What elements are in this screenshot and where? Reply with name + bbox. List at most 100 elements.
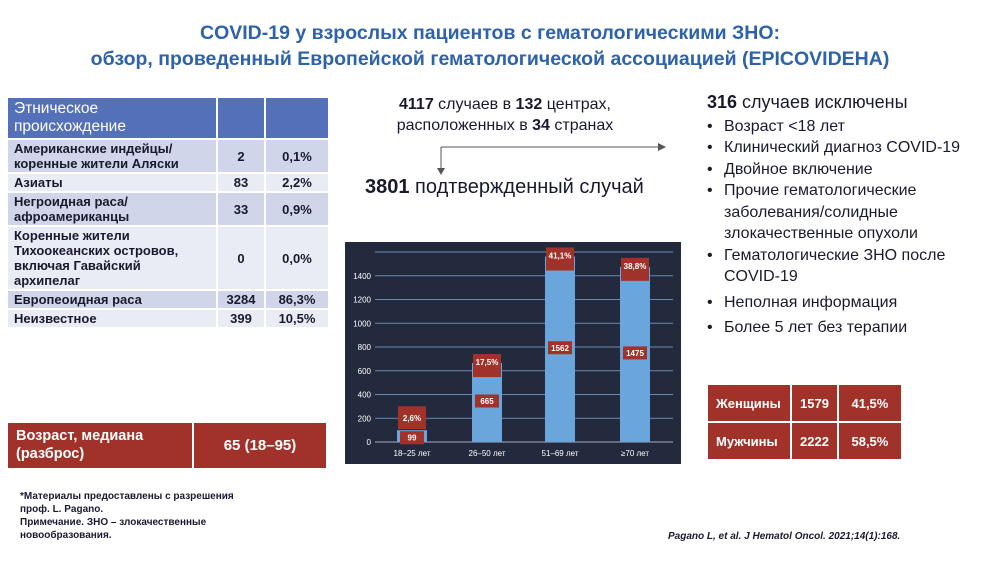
value-label: 665 — [480, 397, 494, 406]
y-tick-label: 800 — [358, 343, 372, 352]
y-tick-label: 1400 — [353, 272, 371, 281]
title-line-2: обзор, проведенный Европейской гематолог… — [90, 48, 890, 70]
percent-label-box — [473, 354, 501, 378]
table-row: Женщины 1579 41,5% — [708, 385, 901, 421]
percent-label-box — [398, 406, 426, 430]
ethnicity-count: 83 — [218, 174, 264, 191]
gender-table: Женщины 1579 41,5% Мужчины 2222 58,5% — [706, 383, 903, 461]
age-value: 65 (18–95) — [223, 437, 297, 454]
ethnicity-count: 33 — [218, 193, 264, 225]
footnote-line: Примечание. ЗНО – злокачественные — [20, 517, 207, 528]
ethnicity-percent: 86,3% — [266, 291, 328, 308]
countries-count: 34 — [532, 117, 550, 134]
excluded-text: случаев исключены — [737, 92, 908, 112]
gender-count: 2222 — [792, 423, 837, 459]
value-label-box — [548, 341, 572, 355]
exclusion-item: Более 5 лет без терапии — [707, 317, 981, 339]
ethnicity-percent: 0,0% — [266, 227, 328, 289]
centers-count: 132 — [515, 96, 543, 113]
x-tick-label: 26–50 лет — [469, 449, 506, 458]
value-label: 1562 — [551, 344, 569, 353]
exclusion-item: Возраст <18 лет — [707, 116, 981, 138]
ethnicity-label: Коренные жители Тихоокеанских островов, … — [8, 227, 216, 289]
ethnicity-percent: 0,1% — [266, 140, 328, 172]
y-tick-label: 400 — [358, 391, 372, 400]
ethnicity-count: 2 — [218, 140, 264, 172]
percent-label: 17,5% — [476, 358, 499, 367]
gender-percent: 58,5% — [838, 423, 901, 459]
ethnicity-count: 3284 — [218, 291, 264, 308]
exclusion-item: Прочие гематологические заболевания/соли… — [707, 180, 981, 245]
ethnicity-header: Этническое происхождение — [8, 98, 216, 138]
ethnicity-count: 399 — [218, 310, 264, 327]
table-row: Азиаты 83 2,2% — [8, 174, 328, 191]
gender-label: Мужчины — [708, 423, 790, 459]
cases-count: 4117 — [399, 96, 434, 113]
cases-text: странах — [549, 117, 614, 134]
percent-label: 41,1% — [549, 252, 572, 261]
cases-summary: 4117 случаев в 132 центрах, расположенны… — [370, 94, 640, 136]
exclusion-list: Возраст <18 летКлинический диагноз COVID… — [707, 116, 981, 339]
ethnicity-label: Европеоидная раса — [8, 291, 216, 308]
arrowhead-right-icon — [658, 143, 666, 151]
exclusion-item: Гематологические ЗНО после COVID-19 — [707, 245, 981, 288]
ethnicity-percent: 10,5% — [266, 310, 328, 327]
value-label: 1475 — [626, 349, 644, 358]
percent-label-box — [621, 257, 649, 281]
cases-text: расположенных в — [396, 117, 533, 134]
gender-count: 1579 — [792, 385, 837, 421]
y-tick-label: 1200 — [353, 296, 371, 305]
exclusion-item: Клинический диагноз COVID-19 — [707, 137, 981, 159]
x-tick-label: ≥70 лет — [621, 449, 649, 458]
y-tick-label: 1000 — [353, 319, 371, 328]
y-tick-label: 0 — [367, 438, 372, 447]
footnote-line: новообразования. — [20, 530, 112, 541]
confirmed-cases: 3801 подтвержденный случай — [365, 176, 644, 199]
cases-text: случаев в — [433, 96, 516, 113]
ethnicity-percent: 0,9% — [266, 193, 328, 225]
value-label-box — [400, 431, 424, 445]
y-tick-label: 200 — [358, 414, 372, 423]
y-tick-label: 600 — [358, 367, 372, 376]
table-row: Коренные жители Тихоокеанских островов, … — [8, 227, 328, 289]
gender-percent: 41,5% — [838, 385, 901, 421]
citation: Pagano L, et al. J Hematol Oncol. 2021;1… — [668, 531, 901, 542]
age-bar-chart: 0 200 400 600 800 1000 1200 1400 99 2,6% 18–25 лет… — [345, 242, 681, 464]
value-label: 99 — [408, 434, 417, 443]
excluded-cases: 316 случаев исключены Возраст <18 летКли… — [707, 92, 981, 339]
ethnicity-label: Негроидная раса/афроамериканцы — [8, 193, 216, 225]
excluded-count: 316 — [707, 92, 738, 112]
footnote-line: *Материалы предоставлены с разрешения — [20, 491, 234, 502]
percent-label-box — [546, 247, 574, 271]
percent-label: 38,8% — [624, 262, 647, 271]
age-median-box: Возраст, медиана (разброс) 65 (18–95) — [8, 423, 326, 468]
x-tick-label: 18–25 лет — [394, 449, 431, 458]
arrowhead-down-icon — [437, 168, 445, 175]
table-row: Негроидная раса/афроамериканцы 33 0,9% — [8, 193, 328, 225]
cases-text: центрах, — [542, 96, 611, 113]
age-label: Возраст, медиана (разброс) — [8, 423, 194, 468]
footnote: *Материалы предоставлены с разрешения пр… — [20, 490, 234, 542]
ethnicity-label: Американские индейцы/коренные жители Аля… — [8, 140, 216, 172]
table-row: Мужчины 2222 58,5% — [708, 423, 901, 459]
ethnicity-label: Азиаты — [8, 174, 216, 191]
ethnicity-table: Этническое происхождение Американские ин… — [6, 96, 330, 329]
slide-title: COVID-19 у взрослых пациентов с гематоло… — [0, 20, 981, 72]
ethnicity-percent: 2,2% — [266, 174, 328, 191]
confirmed-text: подтвержденный случай — [409, 176, 644, 198]
confirmed-count: 3801 — [365, 176, 410, 198]
gender-label: Женщины — [708, 385, 790, 421]
table-row: Европеоидная раса 3284 86,3% — [8, 291, 328, 308]
value-label-box — [475, 394, 499, 408]
table-row: Неизвестное 399 10,5% — [8, 310, 328, 327]
ethnicity-count: 0 — [218, 227, 264, 289]
x-tick-label: 51–69 лет — [542, 449, 579, 458]
ethnicity-label: Неизвестное — [8, 310, 216, 327]
exclusion-item: Неполная информация — [707, 292, 981, 314]
exclusion-item: Двойное включение — [707, 159, 981, 181]
table-row: Американские индейцы/коренные жители Аля… — [8, 140, 328, 172]
title-line-1: COVID-19 у взрослых пациентов с гематоло… — [200, 22, 780, 44]
footnote-line: проф. L. Pagano. — [20, 504, 104, 515]
value-label-box — [623, 346, 647, 360]
